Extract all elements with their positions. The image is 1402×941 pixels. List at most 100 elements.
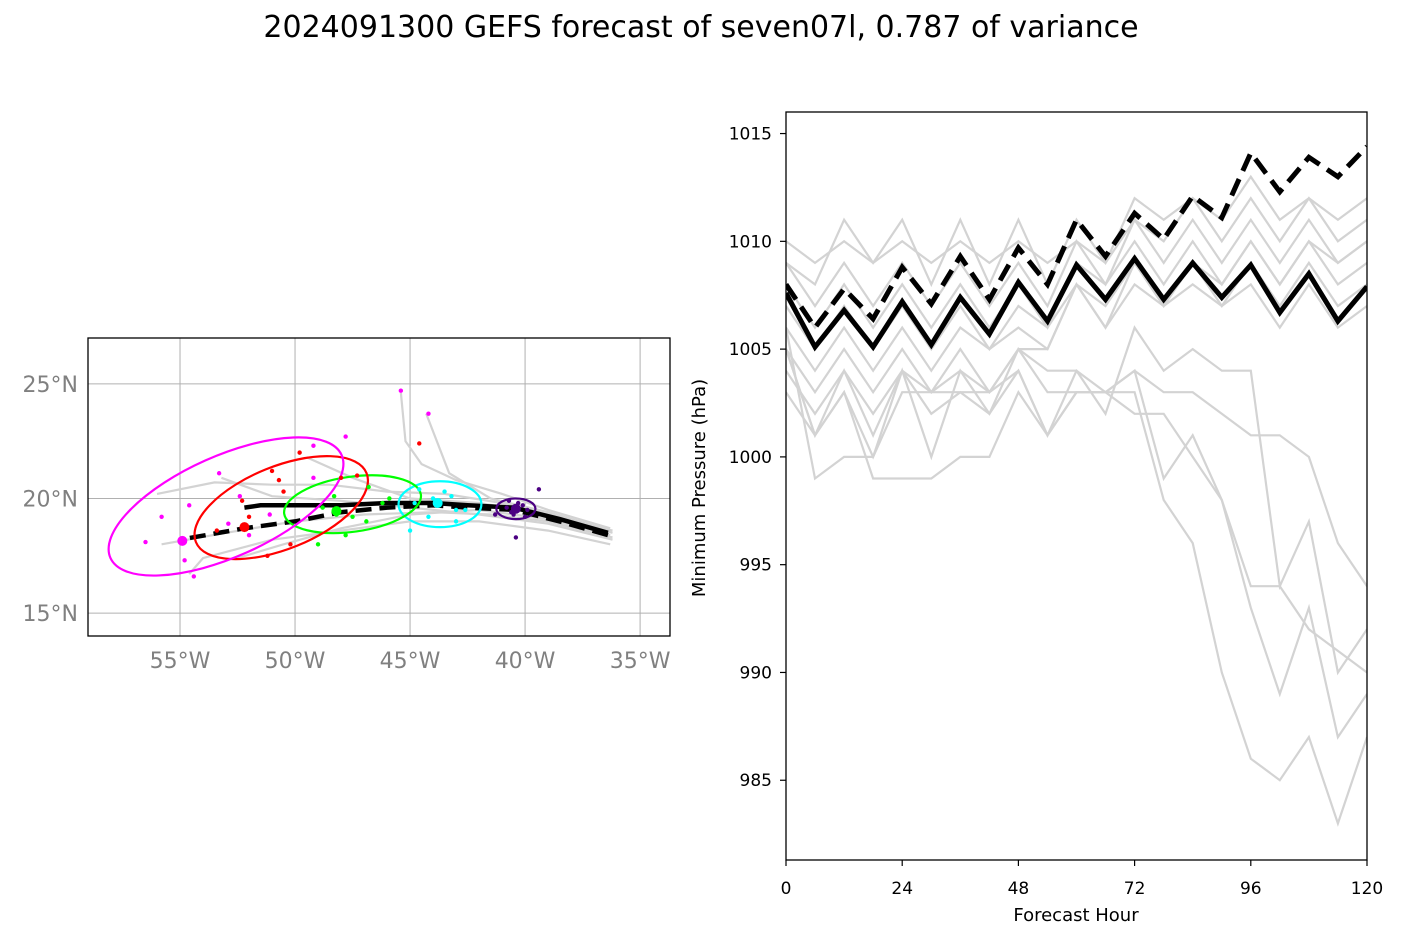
pressure-member-line (786, 327, 1367, 587)
member-tracks (156, 392, 613, 575)
map-lon-tick-label: 40°W (495, 649, 556, 674)
map-lon-tick-label: 45°W (380, 649, 441, 674)
pressure-x-tick-label: 48 (1008, 879, 1030, 899)
member-position-dot-t72 (417, 441, 422, 446)
member-positions (143, 388, 542, 579)
mean-position-marker-t0 (510, 503, 521, 514)
uncertainty-ellipse-t96 (107, 436, 345, 577)
pressure-member-line (786, 348, 1367, 674)
member-position-dot-t72 (276, 477, 282, 483)
member-position-dot-t0 (536, 487, 542, 492)
pressure-y-tick-label: 1000 (729, 448, 772, 468)
pressure-y-tick-label: 995 (740, 556, 772, 576)
uncertainty-ellipses (107, 436, 537, 577)
member-position-dot-t0 (492, 512, 498, 517)
member-position-dot-t72 (239, 498, 245, 503)
member-position-dot-t24 (407, 528, 413, 533)
member-position-dot-t72 (265, 553, 270, 558)
member-track-line (399, 392, 611, 530)
member-position-dot-t0 (504, 505, 509, 510)
member-position-dot-t0 (520, 503, 525, 508)
member-position-dot-t24 (426, 514, 431, 519)
member-position-dot-t96 (143, 539, 148, 545)
pressure-y-tick-label: 1015 (729, 125, 772, 145)
member-position-dot-t48 (343, 532, 348, 538)
member-position-dot-t48 (350, 514, 355, 519)
member-position-dot-t96 (182, 558, 187, 563)
pressure-member-line (786, 217, 1367, 309)
member-position-dot-t96 (216, 471, 222, 476)
member-track-line (188, 520, 611, 575)
member-position-dot-t48 (387, 496, 392, 501)
member-position-dot-t48 (320, 505, 325, 510)
member-position-dot-t96 (426, 411, 431, 416)
member-position-dot-t72 (269, 468, 275, 474)
pressure-y-tick-label: 1010 (729, 232, 772, 252)
mean-position-marker-t24 (432, 498, 443, 509)
member-position-dot-t96 (191, 574, 197, 579)
pressure-mean-dashed-line (786, 144, 1367, 332)
map-lat-tick-label: 15°N (23, 602, 78, 627)
member-position-dot-t48 (315, 542, 321, 547)
member-track-line (425, 413, 611, 532)
member-position-dot-t72 (288, 542, 293, 547)
member-position-dot-t72 (214, 528, 220, 533)
uncertainty-ellipse-t24 (397, 480, 483, 529)
map-lat-tick-label: 25°N (23, 373, 78, 398)
member-position-dot-t96 (187, 503, 192, 508)
mean-position-marker-t48 (331, 506, 342, 517)
pressure-member-line (786, 325, 1367, 676)
pressure-mean-solid-line (786, 254, 1367, 352)
member-position-dot-t48 (366, 484, 371, 490)
member-position-dot-t72 (281, 489, 286, 494)
pressure-y-tick-label: 1005 (729, 340, 772, 360)
map-lon-tick-label: 55°W (150, 649, 211, 674)
pressure-y-tick-label: 985 (740, 771, 772, 791)
pressure-member-line (786, 368, 1367, 740)
member-position-dot-t24 (453, 519, 459, 524)
mean-position-marker-t96 (177, 535, 188, 546)
member-position-dot-t96 (398, 388, 404, 393)
member-position-dot-t24 (453, 507, 459, 513)
member-position-dot-t96 (311, 475, 316, 481)
map-lon-tick-label: 35°W (610, 649, 671, 674)
member-position-dot-t0 (513, 535, 519, 540)
mean-track-dashed-line (179, 503, 609, 542)
member-position-dot-t96 (343, 434, 348, 439)
pressure-x-tick-label: 72 (1124, 879, 1146, 899)
member-position-dot-t24 (442, 489, 447, 494)
member-position-dot-t72 (338, 475, 344, 481)
pressure-x-axis-label: Forecast Hour (1013, 905, 1139, 926)
pressure-y-axis-label: Minimum Pressure (hPa) (689, 379, 710, 597)
uncertainty-ellipse-t48 (282, 474, 423, 535)
figure-title: 2024091300 GEFS forecast of seven07l, 0.… (263, 10, 1139, 45)
pressure-member-line (786, 239, 1367, 395)
pressure-frame (785, 111, 1368, 861)
pressure-panel: 0 24 48 72 96 120 985 990 995 1000 1005 1010 1015 Fo… (689, 111, 1383, 926)
member-position-dot-t0 (525, 507, 530, 513)
ensemble-mean-tracks (179, 500, 609, 542)
map-gridlines (88, 338, 670, 636)
map-frame (87, 337, 671, 637)
member-position-dot-t24 (463, 507, 468, 513)
member-position-dot-t24 (449, 493, 454, 499)
pressure-ticks: 0 24 48 72 96 120 985 990 995 1000 1005 1010 1015 (729, 125, 1383, 899)
uncertainty-ellipse-t72 (193, 455, 370, 561)
member-position-dot-t72 (297, 450, 302, 455)
member-position-dot-t24 (412, 500, 417, 506)
member-position-dot-t72 (246, 514, 252, 519)
member-position-dot-t96 (226, 521, 231, 526)
map-plot-area (107, 388, 613, 579)
map-tick-labels: 55°W 50°W 45°W 40°W 35°W 15°N 20°N 25°N (23, 373, 671, 674)
member-position-dot-t96 (237, 493, 243, 499)
member-position-dot-t48 (331, 493, 337, 499)
map-lon-tick-label: 50°W (265, 649, 326, 674)
map-lat-tick-label: 20°N (23, 487, 78, 512)
pressure-y-tick-label: 990 (740, 663, 772, 683)
track-map-panel: 55°W 50°W 45°W 40°W 35°W 15°N 20°N 25°N (23, 337, 671, 674)
member-position-dot-t96 (267, 512, 272, 517)
member-position-dot-t24 (417, 487, 422, 492)
pressure-x-tick-label: 120 (1351, 879, 1383, 899)
mean-position-marker-t72 (239, 522, 250, 533)
